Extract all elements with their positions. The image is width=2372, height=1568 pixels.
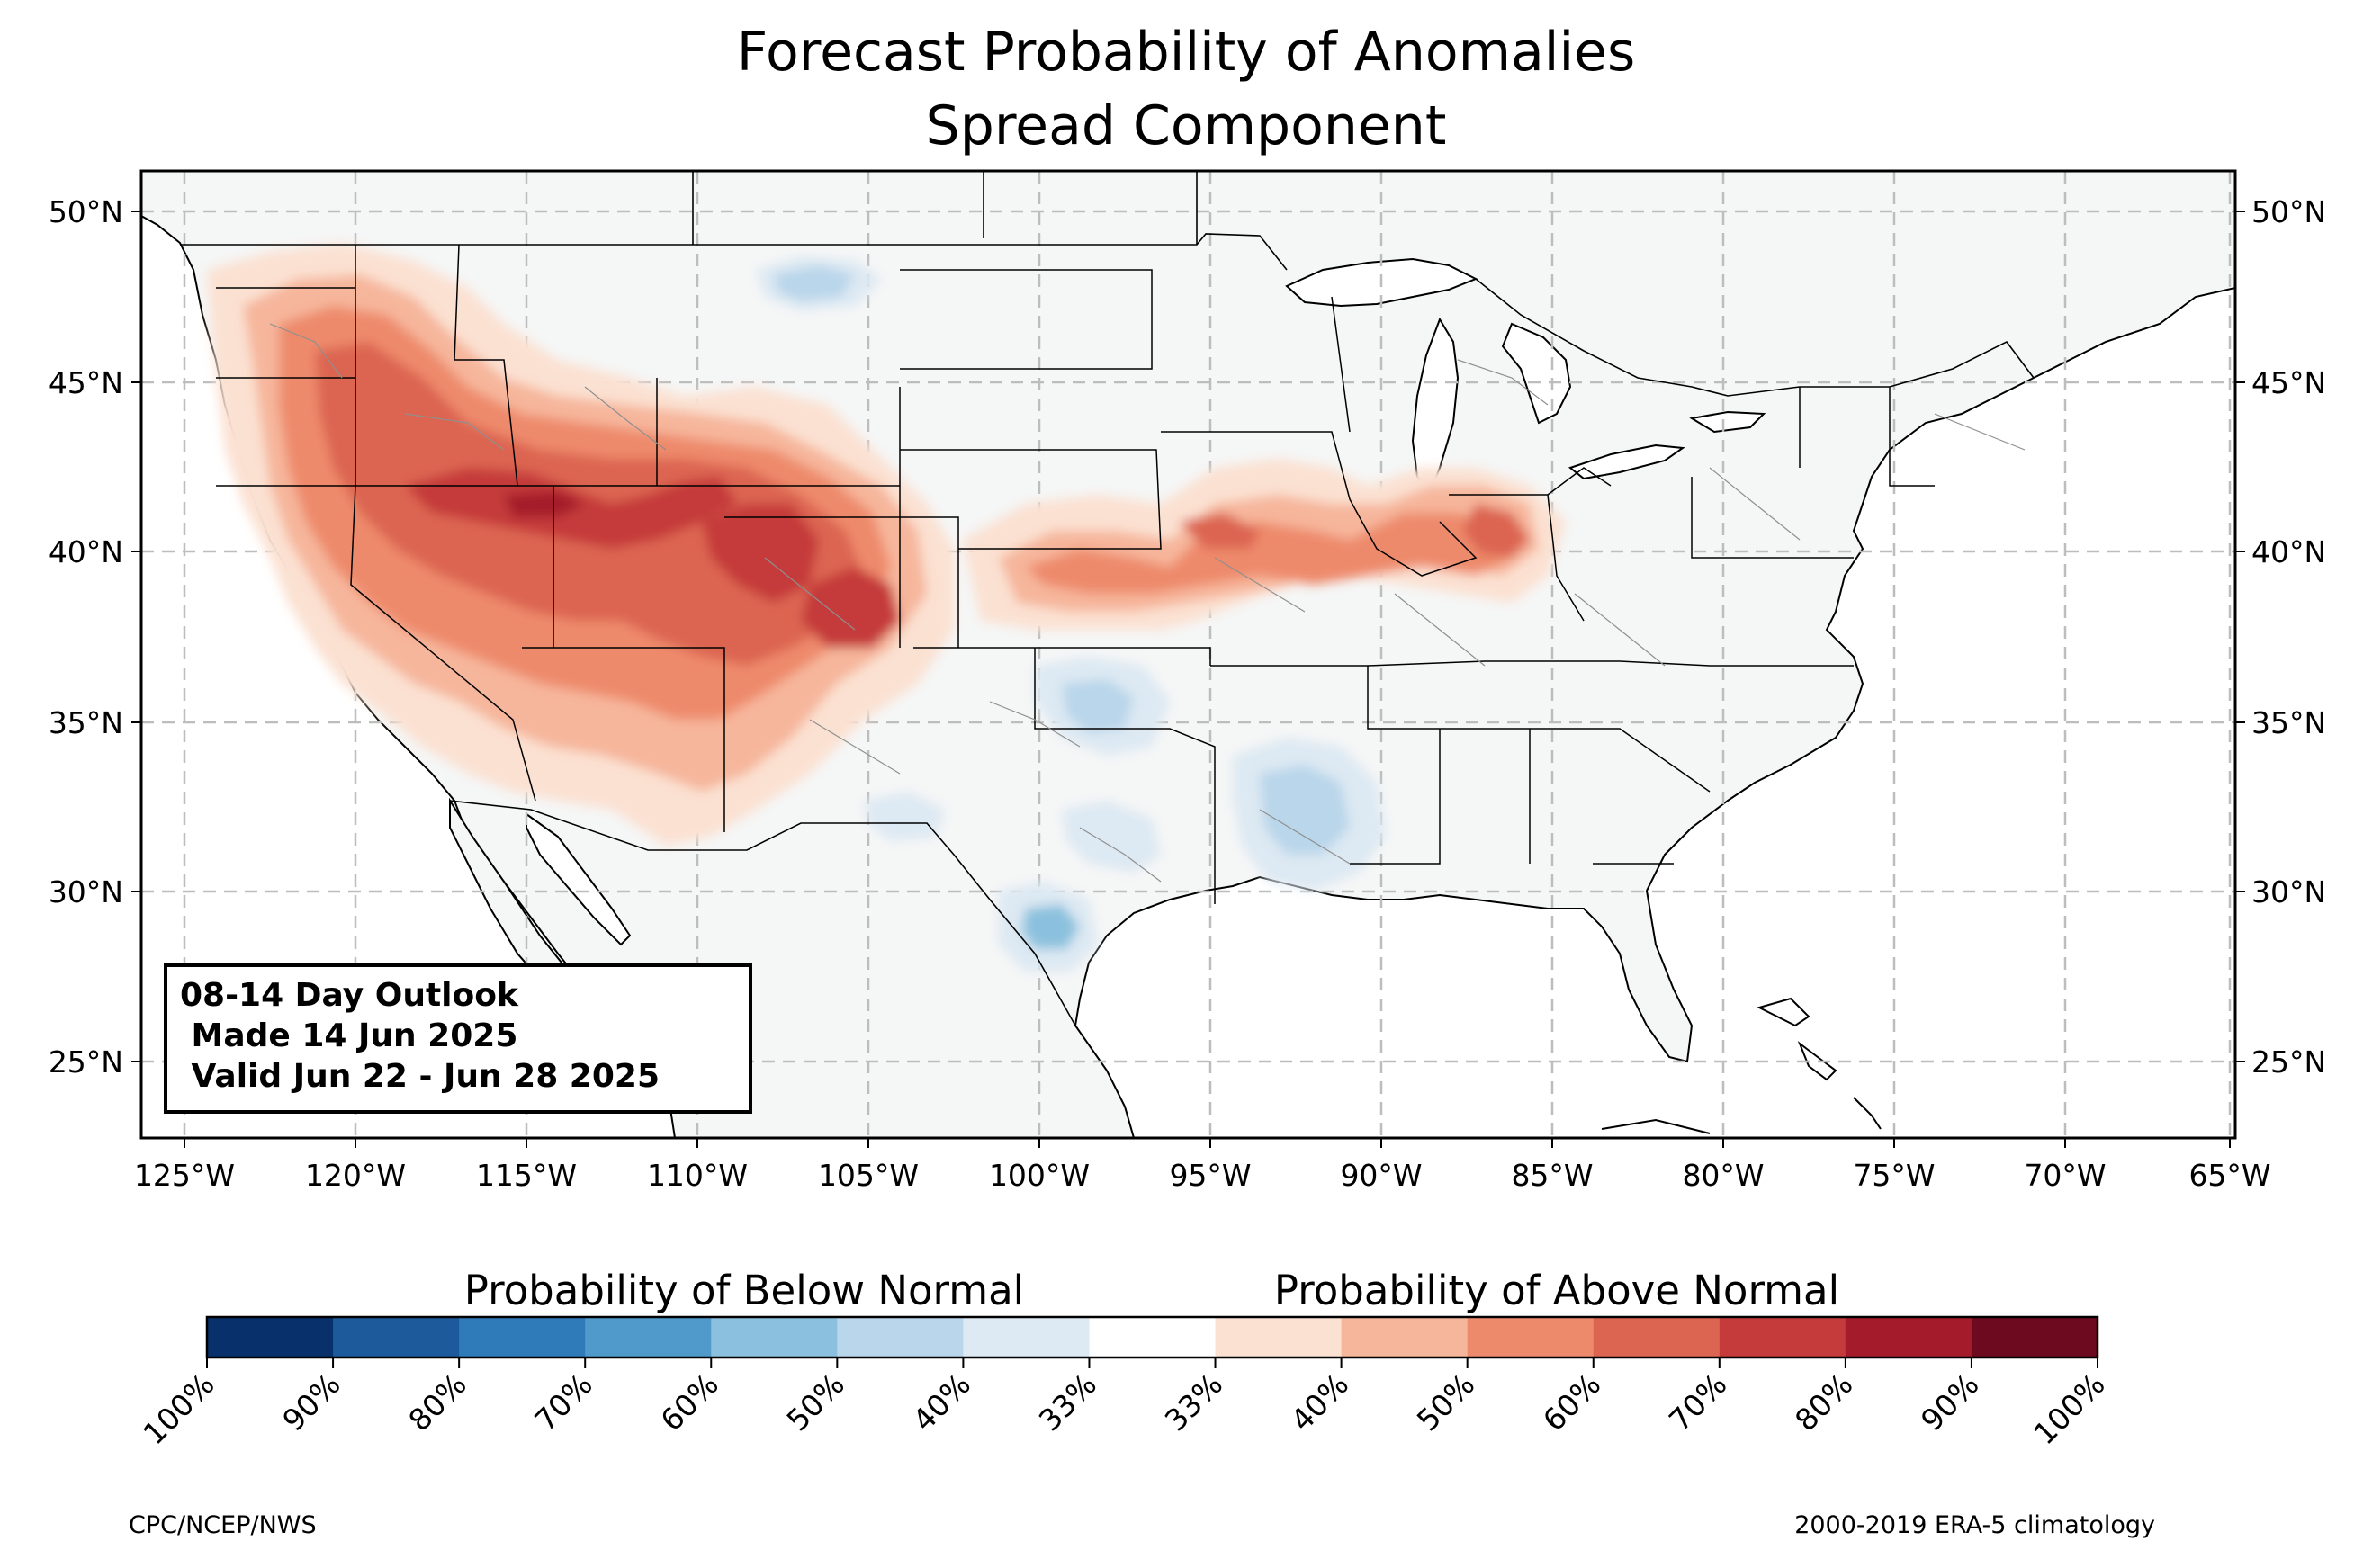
outlook-line-1: 08-14 Day Outlook — [180, 977, 519, 1014]
colorbar-tick-label: 33% — [1158, 1366, 1229, 1438]
lon-tick-label: 120°W — [305, 1158, 406, 1193]
lon-tick-label: 105°W — [818, 1158, 919, 1193]
colorbar-swatch — [1845, 1317, 1972, 1357]
caribbean-islands — [1601, 997, 1882, 1134]
credit-right: 2000-2019 ERA-5 climatology — [1794, 1511, 2155, 1539]
gulf-of-california — [526, 812, 632, 946]
longitude-ticks: 125°W 120°W 115°W 110°W 105°W 100°W 95°W 90°W 85… — [134, 1138, 2271, 1193]
colorbar-tick-label: 33% — [1032, 1366, 1103, 1438]
colorbar-tick-label: 80% — [1788, 1366, 1859, 1438]
lon-tick-label: 80°W — [1682, 1158, 1764, 1193]
colorbar-swatch — [1971, 1317, 2098, 1357]
colorbar-tick-label: 70% — [1662, 1366, 1733, 1438]
great-lakes — [1285, 257, 1766, 492]
colorbar-swatch — [711, 1317, 838, 1357]
lon-tick-label: 85°W — [1511, 1158, 1593, 1193]
outlook-box: 08-14 Day Outlook Made 14 Jun 2025 Valid… — [164, 963, 752, 1114]
lon-tick-label: 75°W — [1853, 1158, 1935, 1193]
colorbar-swatch — [1089, 1317, 1217, 1357]
lat-tick-label-right: 30°N — [2251, 874, 2326, 909]
lat-tick-label-right: 25°N — [2251, 1044, 2326, 1080]
lat-tick-label-right: 45°N — [2251, 365, 2326, 400]
above-normal-shading — [207, 243, 1566, 846]
colorbar-tick-label: 40% — [1284, 1366, 1355, 1438]
colorbar-above-label: Probability of Above Normal — [1274, 1267, 1839, 1314]
colorbar-tick-label: 100% — [2026, 1366, 2111, 1451]
colorbar-tick-label: 90% — [1914, 1366, 1985, 1438]
colorbar — [205, 1315, 2099, 1359]
lat-tick-label-left: 35°N — [49, 705, 123, 740]
lake-ontario — [1689, 410, 1766, 434]
colorbar-swatch — [459, 1317, 586, 1357]
map-frame — [139, 169, 2237, 1140]
colorbar-swatch — [1719, 1317, 1846, 1357]
latitude-ticks-right: 50°N 45°N 40°N 35°N 30°N 25°N — [2235, 194, 2326, 1080]
lon-tick-label: 115°W — [476, 1158, 577, 1193]
title-line-2: Spread Component — [926, 94, 1447, 157]
lat-tick-label-left: 45°N — [49, 365, 123, 400]
colorbar-swatch — [963, 1317, 1090, 1357]
latitude-ticks-left: 50°N 45°N 40°N 35°N 30°N 25°N — [49, 194, 141, 1080]
lon-tick-label: 65°W — [2188, 1158, 2270, 1193]
lat-tick-label-right: 50°N — [2251, 194, 2326, 229]
colorbar-tick-label: 50% — [1410, 1366, 1481, 1438]
colorbar-tick-label: 80% — [401, 1366, 472, 1438]
lon-tick-label: 70°W — [2024, 1158, 2106, 1193]
credit-left: CPC/NCEP/NWS — [129, 1511, 317, 1539]
lat-tick-label-left: 25°N — [49, 1044, 123, 1080]
lat-tick-label-right: 35°N — [2251, 705, 2326, 740]
colorbar-frame — [205, 1315, 2099, 1359]
colorbar-ticks: 100% 90% 80% 70% 60% 50% 40% 33% 33% 40% 50% 60% 70%… — [136, 1357, 2112, 1451]
colorbar-swatch — [1593, 1317, 1721, 1357]
outlook-line-2: Made 14 Jun 2025 — [180, 1017, 517, 1054]
lat-tick-label-left: 50°N — [49, 194, 123, 229]
outlook-line-3: Valid Jun 22 - Jun 28 2025 — [180, 1058, 660, 1095]
colorbar-swatch — [1215, 1317, 1343, 1357]
below-normal-shading — [756, 256, 1386, 972]
lon-tick-label: 90°W — [1340, 1158, 1422, 1193]
colorbar-below-label: Probability of Below Normal — [464, 1267, 1024, 1314]
colorbar-swatch — [207, 1317, 334, 1357]
political-borders — [180, 171, 2035, 1026]
colorbar-tick-label: 100% — [136, 1366, 220, 1451]
lake-erie — [1568, 444, 1685, 480]
lon-tick-label: 95°W — [1169, 1158, 1251, 1193]
colorbar-swatch — [837, 1317, 964, 1357]
colorbar-swatch — [585, 1317, 712, 1357]
lon-tick-label: 110°W — [647, 1158, 748, 1193]
colorbar-tick-label: 70% — [527, 1366, 598, 1438]
colorbar-tick-label: 40% — [906, 1366, 977, 1438]
colorbar-tick-label: 60% — [653, 1366, 724, 1438]
colorbar-tick-label: 50% — [780, 1366, 851, 1438]
colorbar-tick-label: 60% — [1536, 1366, 1607, 1438]
lon-tick-label: 125°W — [134, 1158, 235, 1193]
colorbar-swatch — [1467, 1317, 1595, 1357]
title-line-1: Forecast Probability of Anomalies — [737, 21, 1636, 84]
lat-tick-label-right: 40°N — [2251, 534, 2326, 569]
colorbar-swatch — [333, 1317, 460, 1357]
map-panel: 08-14 Day Outlook Made 14 Jun 2025 Valid… — [141, 171, 2235, 1138]
lon-tick-label: 100°W — [989, 1158, 1090, 1193]
colorbar-swatch — [1341, 1317, 1469, 1357]
lat-tick-label-left: 40°N — [49, 534, 123, 569]
colorbar-tick-label: 90% — [275, 1366, 346, 1438]
lat-tick-label-left: 30°N — [49, 874, 123, 909]
